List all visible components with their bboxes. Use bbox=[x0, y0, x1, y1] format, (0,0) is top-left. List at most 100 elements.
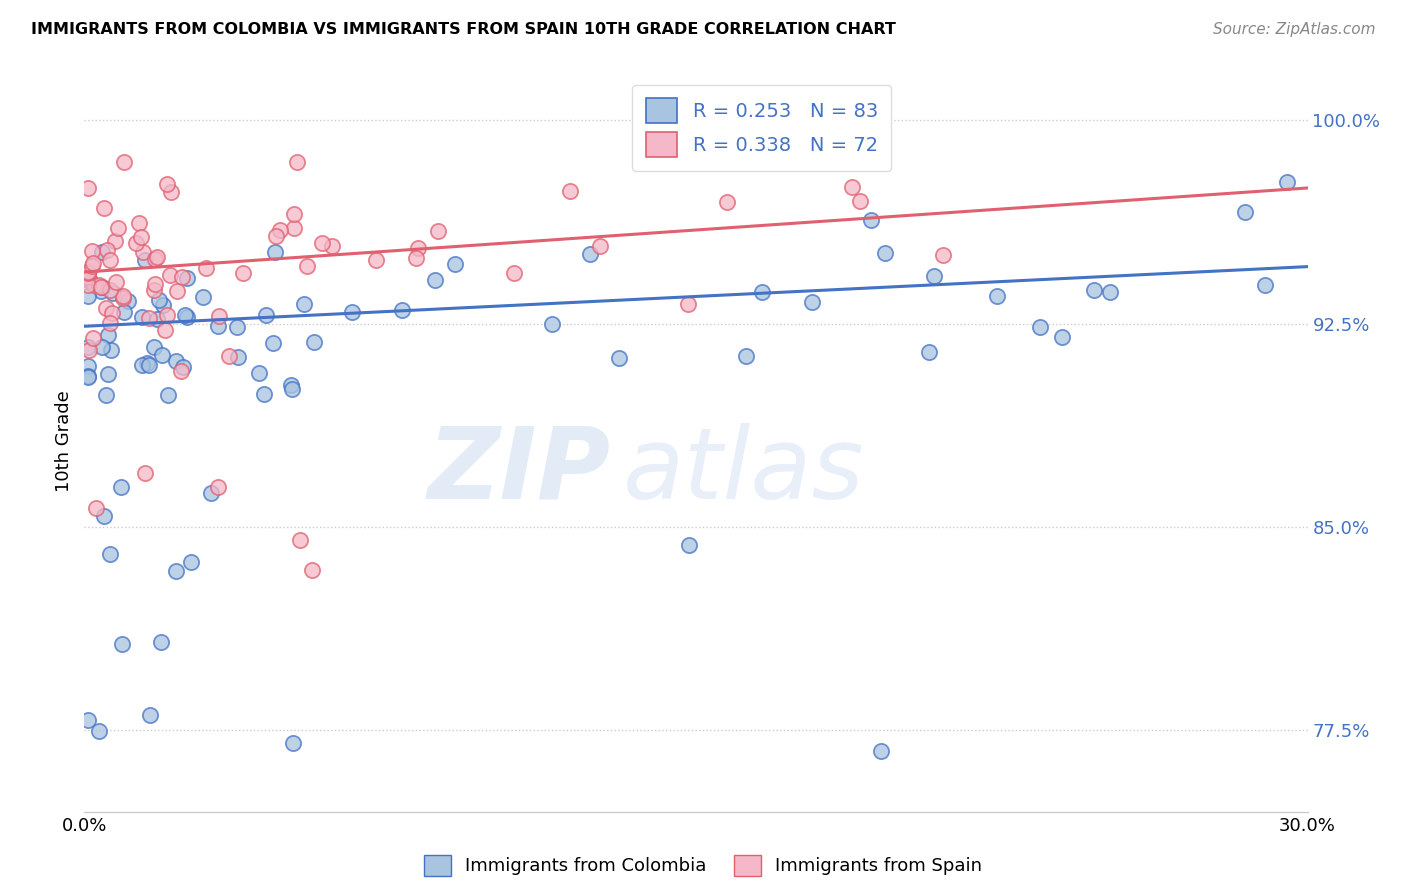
Point bbox=[263, 244, 285, 259]
Point bbox=[152, 298, 174, 312]
Point bbox=[311, 236, 333, 251]
Point bbox=[145, 277, 167, 292]
Point bbox=[90, 280, 112, 294]
Point bbox=[302, 335, 325, 350]
Point bbox=[97, 327, 120, 342]
Point bbox=[1052, 330, 1074, 344]
Point bbox=[207, 480, 229, 494]
Point bbox=[502, 266, 524, 280]
Point bbox=[290, 533, 312, 548]
Point bbox=[89, 724, 111, 739]
Point bbox=[1098, 285, 1121, 300]
Point bbox=[101, 306, 124, 320]
Point bbox=[427, 224, 450, 238]
Point bbox=[931, 248, 953, 262]
Text: IMMIGRANTS FROM COLOMBIA VS IMMIGRANTS FROM SPAIN 10TH GRADE CORRELATION CHART: IMMIGRANTS FROM COLOMBIA VS IMMIGRANTS F… bbox=[31, 22, 896, 37]
Point bbox=[80, 259, 103, 273]
Point bbox=[107, 220, 129, 235]
Point bbox=[176, 271, 198, 285]
Point bbox=[100, 548, 122, 562]
Point bbox=[84, 500, 107, 515]
Point bbox=[172, 360, 194, 375]
Point bbox=[256, 308, 278, 322]
Point bbox=[77, 370, 100, 384]
Point bbox=[136, 356, 159, 370]
Point bbox=[77, 359, 100, 373]
Legend: Immigrants from Colombia, Immigrants from Spain: Immigrants from Colombia, Immigrants fro… bbox=[415, 846, 991, 885]
Point bbox=[170, 270, 193, 285]
Point bbox=[423, 273, 446, 287]
Point bbox=[280, 382, 302, 396]
Point bbox=[558, 184, 581, 198]
Point bbox=[77, 270, 100, 285]
Point bbox=[138, 311, 160, 326]
Point bbox=[101, 286, 124, 301]
Point bbox=[873, 246, 896, 260]
Point bbox=[849, 194, 872, 209]
Point bbox=[96, 301, 118, 315]
Point bbox=[579, 246, 602, 260]
Point bbox=[157, 388, 180, 402]
Point bbox=[77, 267, 100, 281]
Point bbox=[918, 344, 941, 359]
Point bbox=[1277, 175, 1299, 189]
Point bbox=[111, 637, 134, 651]
Point bbox=[406, 242, 429, 256]
Point bbox=[193, 290, 215, 304]
Point bbox=[174, 309, 197, 323]
Point bbox=[110, 480, 132, 494]
Point bbox=[77, 369, 100, 384]
Point bbox=[114, 154, 136, 169]
Point bbox=[170, 364, 193, 378]
Point bbox=[540, 317, 562, 331]
Point bbox=[138, 358, 160, 372]
Point bbox=[83, 277, 105, 292]
Point bbox=[735, 349, 758, 363]
Point bbox=[609, 351, 631, 365]
Point bbox=[132, 244, 155, 259]
Point bbox=[131, 310, 153, 324]
Point bbox=[79, 343, 101, 358]
Point bbox=[207, 318, 229, 333]
Point bbox=[283, 221, 305, 235]
Point bbox=[165, 564, 187, 578]
Point bbox=[295, 259, 318, 273]
Point bbox=[292, 297, 315, 311]
Point bbox=[200, 485, 222, 500]
Point bbox=[301, 563, 323, 577]
Point bbox=[143, 340, 166, 354]
Point bbox=[159, 268, 181, 283]
Point bbox=[90, 340, 112, 354]
Point bbox=[405, 251, 427, 265]
Point bbox=[125, 236, 148, 251]
Point bbox=[716, 194, 738, 209]
Point bbox=[77, 277, 100, 292]
Point bbox=[156, 308, 179, 322]
Point bbox=[391, 303, 413, 318]
Point bbox=[676, 297, 699, 311]
Point bbox=[77, 272, 100, 286]
Point bbox=[165, 354, 187, 368]
Point bbox=[1254, 277, 1277, 292]
Point bbox=[77, 265, 100, 279]
Point bbox=[104, 276, 127, 290]
Point bbox=[77, 273, 100, 287]
Point bbox=[80, 244, 103, 259]
Point bbox=[280, 377, 302, 392]
Point bbox=[156, 178, 179, 192]
Point bbox=[77, 713, 100, 727]
Point bbox=[870, 744, 893, 758]
Point bbox=[253, 387, 276, 401]
Point bbox=[111, 289, 134, 303]
Point bbox=[96, 243, 118, 257]
Point bbox=[922, 268, 945, 283]
Point bbox=[166, 284, 188, 298]
Point bbox=[82, 256, 104, 270]
Point bbox=[148, 293, 170, 308]
Point bbox=[247, 367, 270, 381]
Point bbox=[77, 180, 100, 194]
Point bbox=[218, 349, 240, 363]
Point bbox=[131, 358, 153, 372]
Point bbox=[160, 185, 183, 199]
Point bbox=[146, 250, 169, 264]
